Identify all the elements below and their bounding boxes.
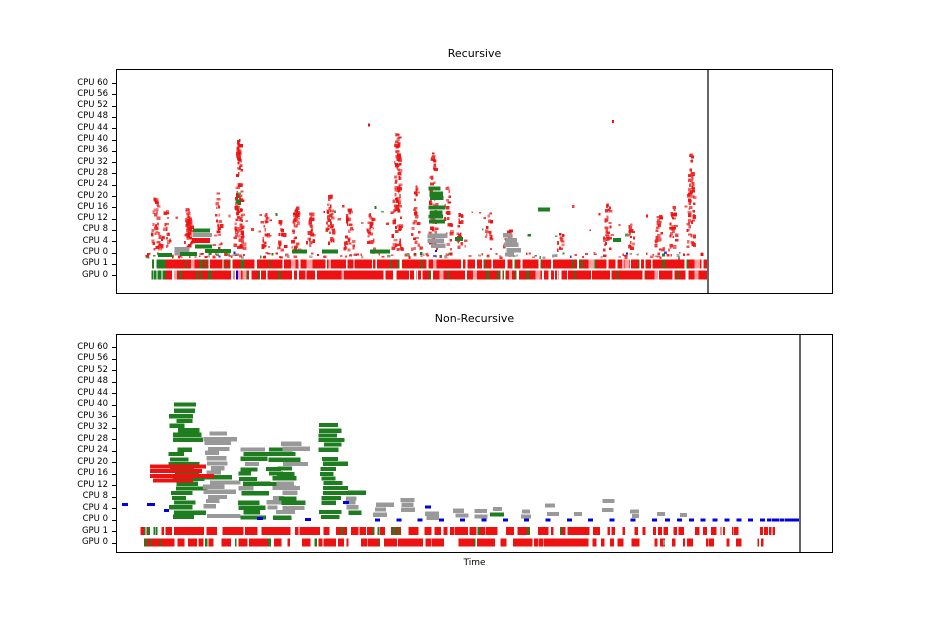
y-tick-mark [112, 139, 116, 141]
y-tick-mark [112, 427, 116, 429]
y-tick-label: CPU 16 [77, 468, 108, 478]
y-tick-mark [112, 105, 116, 107]
recursive-trace-plot [145, 70, 709, 293]
y-tick-mark [112, 439, 116, 440]
end-time-marker [799, 335, 801, 552]
y-tick-label: CPU 24 [77, 445, 108, 455]
y-tick-label: CPU 4 [82, 502, 108, 513]
y-tick-mark [112, 241, 116, 243]
y-tick-label: CPU 24 [77, 179, 108, 190]
y-tick-label: CPU 32 [77, 156, 108, 167]
y-tick-label: CPU 20 [77, 190, 108, 201]
y-tick-mark [112, 531, 116, 532]
y-tick-mark [112, 83, 116, 84]
chart-title-non-recursive: Non-Recursive [434, 312, 515, 325]
y-tick-mark [112, 94, 116, 96]
y-tick-label: CPU 44 [77, 122, 108, 133]
y-tick-mark [112, 196, 116, 197]
y-tick-label: CPU 36 [77, 410, 108, 421]
chart-title-recursive: Recursive [447, 47, 502, 60]
y-tick-label: CPU 12 [77, 213, 108, 224]
y-tick-label: CPU 0 [82, 247, 108, 257]
y-tick-mark [112, 519, 116, 521]
y-tick-mark [112, 485, 116, 486]
y-tick-mark [112, 508, 116, 509]
y-tick-label: CPU 16 [77, 201, 108, 212]
y-tick-mark [112, 473, 116, 475]
y-tick-mark [112, 218, 116, 220]
y-tick-label: CPU 12 [77, 479, 108, 490]
y-tick-label: CPU 52 [77, 100, 108, 111]
y-tick-mark [112, 229, 116, 231]
y-tick-mark [112, 275, 116, 277]
y-tick-mark [112, 184, 116, 186]
y-tick-label: CPU 28 [77, 433, 108, 444]
y-tick-label: CPU 40 [77, 399, 108, 409]
y-tick-label: CPU 36 [77, 145, 108, 156]
y-tick-mark [112, 207, 116, 209]
y-tick-mark [112, 370, 116, 371]
y-tick-mark [112, 162, 116, 164]
y-tick-label: CPU 4 [82, 235, 108, 246]
y-tick-label: CPU 48 [77, 111, 108, 122]
non-recursive-trace-plot [122, 335, 801, 552]
y-tick-mark [112, 416, 116, 417]
y-tick-mark [112, 173, 116, 175]
y-tick-mark [112, 462, 116, 463]
y-tick-mark [112, 116, 116, 118]
y-tick-mark [112, 542, 116, 544]
y-tick-mark [112, 496, 116, 498]
y-tick-label: CPU 8 [82, 224, 108, 235]
y-tick-label: GPU 0 [81, 269, 108, 280]
y-tick-label: CPU 52 [77, 364, 108, 375]
y-tick-mark [112, 381, 116, 383]
y-tick-mark [112, 358, 116, 360]
plot-area-non-recursive [116, 334, 833, 553]
y-tick-label: GPU 0 [81, 537, 108, 547]
x-axis-label: Time [463, 558, 486, 568]
y-tick-mark [112, 347, 116, 348]
y-tick-label: CPU 0 [82, 514, 108, 524]
y-tick-label: CPU 44 [77, 387, 108, 398]
y-tick-mark [112, 404, 116, 406]
y-tick-label: CPU 8 [82, 491, 108, 501]
y-tick-label: CPU 56 [77, 353, 108, 363]
y-tick-label: CPU 32 [77, 422, 108, 432]
y-tick-label: CPU 28 [77, 167, 108, 178]
y-tick-mark [112, 450, 116, 452]
y-tick-label: CPU 60 [77, 77, 108, 88]
end-time-marker [707, 70, 709, 293]
y-tick-mark [112, 393, 116, 394]
y-tick-mark [112, 263, 116, 265]
y-tick-mark [112, 252, 116, 254]
y-tick-label: GPU 1 [81, 258, 108, 269]
y-tick-label: CPU 60 [77, 341, 108, 352]
y-tick-label: CPU 48 [77, 376, 108, 386]
plot-area-recursive [116, 69, 833, 294]
y-tick-label: GPU 1 [81, 525, 108, 536]
y-tick-label: CPU 56 [77, 88, 108, 99]
y-tick-mark [112, 150, 116, 152]
y-tick-label: CPU 20 [77, 456, 108, 467]
y-tick-mark [112, 128, 116, 130]
y-tick-label: CPU 40 [77, 134, 108, 144]
